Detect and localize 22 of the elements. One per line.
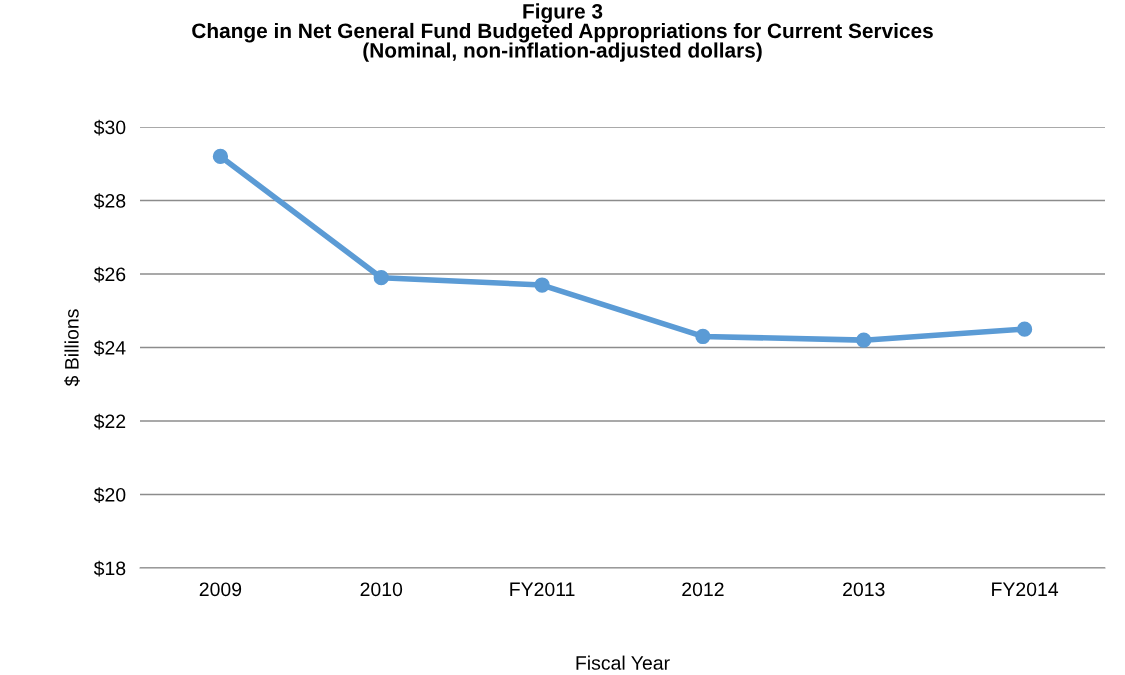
point xyxy=(1016,321,1033,337)
y-tick-label: $18 xyxy=(93,560,126,577)
point xyxy=(856,332,872,348)
y-axis-title: $ Billions xyxy=(64,309,80,387)
point xyxy=(534,277,550,293)
y-tick-label: $26 xyxy=(93,266,126,283)
point xyxy=(212,148,229,165)
y-tick-label: $28 xyxy=(93,193,126,209)
x-tick-label: FY2014 xyxy=(992,582,1059,597)
x-tick-label: 2012 xyxy=(682,582,724,597)
y-tick-label: $20 xyxy=(93,487,126,503)
point xyxy=(695,328,711,345)
x-axis-title: Fiscal Year xyxy=(576,655,670,670)
chart-title: Figure 3 Change in Net General Fund Budgeted Appropriations for Current Services (Nominal, non-inflation-adjusted dollars) xyxy=(192,3,933,62)
y-tick-label: $22 xyxy=(93,413,126,430)
x-tick-label: FY2011 xyxy=(510,582,575,597)
y-tick-label: $30 xyxy=(93,119,126,136)
y-tick-label: $24 xyxy=(93,340,126,356)
x-tick-label: 2009 xyxy=(199,582,242,597)
x-tick-label: 2013 xyxy=(843,582,885,597)
point xyxy=(373,270,389,286)
x-tick-label: 2010 xyxy=(360,582,403,597)
